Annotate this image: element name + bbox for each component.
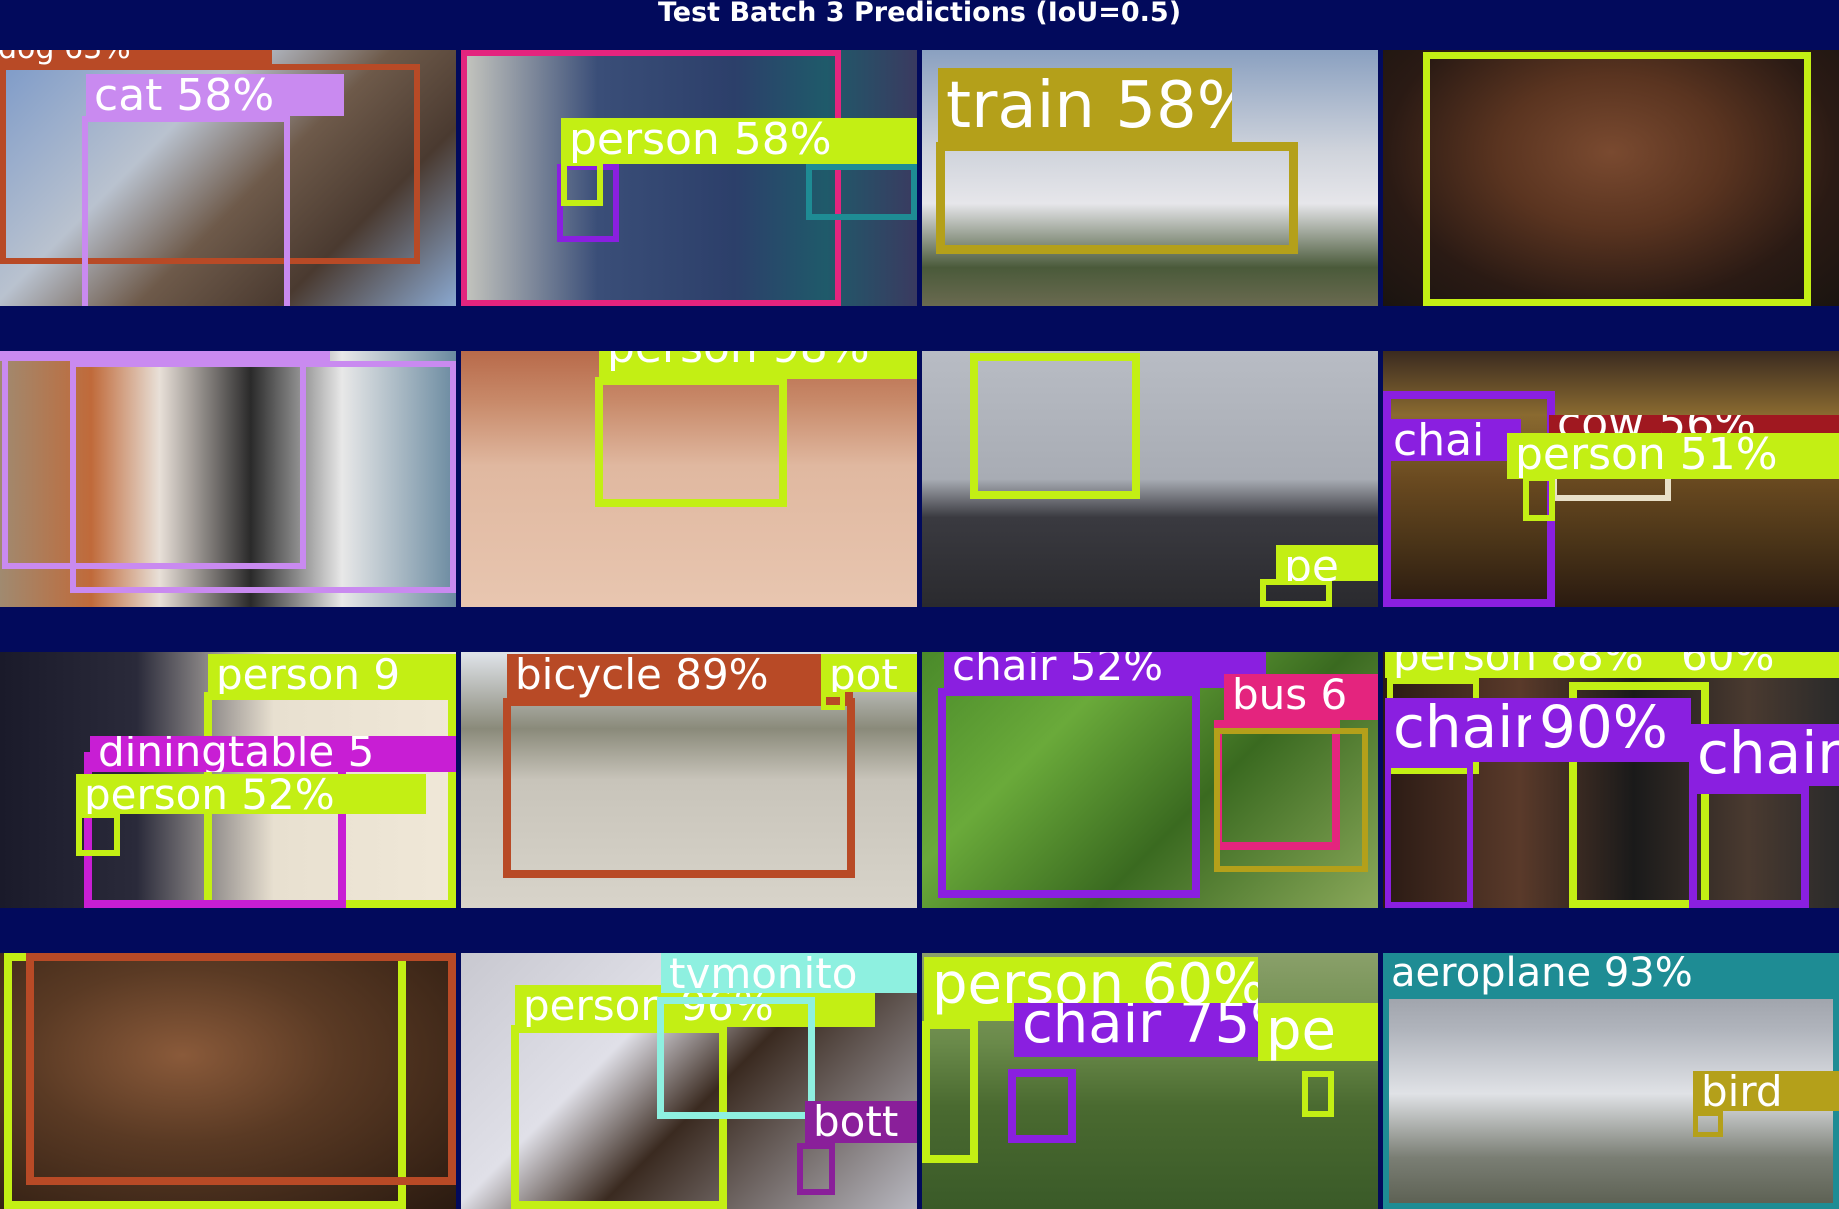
person-box-2 xyxy=(1302,1071,1334,1117)
person-box xyxy=(970,353,1140,499)
bird-label: bird xyxy=(1693,1071,1839,1111)
tile-2: person 58% xyxy=(461,50,917,306)
bicycle-box xyxy=(503,698,855,878)
tile-12: person 88% 60% chair 90% chair xyxy=(1383,652,1839,908)
chair-label-3: chair xyxy=(1689,724,1839,786)
pottedplant-label: pot xyxy=(821,654,917,692)
cat-box xyxy=(82,116,290,306)
person-label: person 51% xyxy=(1507,433,1839,479)
chair-box-2 xyxy=(1689,786,1809,908)
chair-label: chair 52% xyxy=(944,652,1266,688)
chair-label: chai xyxy=(1385,419,1521,461)
dog-label: dog 63% xyxy=(0,50,272,66)
figure-title: Test Batch 3 Predictions (IoU=0.5) xyxy=(657,0,1182,28)
person-label: pe xyxy=(1276,545,1378,581)
bicycle-label: bicycle 89% xyxy=(507,654,853,700)
diningtable-label: diningtable 5 xyxy=(90,736,456,772)
person-box-2 xyxy=(76,812,120,856)
pottedplant-box xyxy=(821,692,845,710)
person-box xyxy=(557,164,619,242)
tile-5 xyxy=(0,351,456,607)
person-box-2 xyxy=(26,953,456,1185)
person-box-2 xyxy=(1260,579,1332,607)
tile-16: aeroplane 93% bird xyxy=(1383,953,1839,1209)
person-box xyxy=(1423,52,1811,306)
tile-3: train 58% xyxy=(922,50,1378,306)
tile-6: person 98% xyxy=(461,351,917,607)
chair-box xyxy=(938,688,1200,898)
chair-box xyxy=(1008,1069,1076,1143)
chair-label-2: 90% xyxy=(1531,698,1691,762)
train-label: train 58% xyxy=(938,68,1232,144)
person-label: person 98% xyxy=(599,351,917,379)
tile-4 xyxy=(1383,50,1839,306)
tile-14: person 96% tvmonito bott xyxy=(461,953,917,1209)
person-label: person 60% xyxy=(924,957,1258,1021)
person-box-2 xyxy=(561,160,603,206)
bottle-box xyxy=(797,1143,835,1195)
bus-box-2 xyxy=(806,164,917,220)
train-box xyxy=(936,142,1298,254)
tile-10: bicycle 89% pot xyxy=(461,652,917,908)
cat-box-2 xyxy=(70,361,456,593)
person-box xyxy=(922,1021,978,1163)
person-label-2: 60% xyxy=(1673,652,1839,678)
bottle-label: bott xyxy=(805,1101,917,1143)
person-box xyxy=(595,377,787,507)
tile-11: chair 52% bus 6 xyxy=(922,652,1378,908)
person-label: person 88% xyxy=(1385,652,1685,678)
cat-label-strip xyxy=(0,351,330,361)
tvmonitor-box xyxy=(657,997,815,1119)
tile-7: pe xyxy=(922,351,1378,607)
chair-label: chair 75% xyxy=(1014,1003,1264,1057)
chair-label: chair xyxy=(1385,698,1535,762)
dog-box xyxy=(0,64,420,264)
tile-15: person 60% chair 75% pe xyxy=(922,953,1378,1209)
bus-box xyxy=(461,50,841,306)
aeroplane-label: aeroplane 93% xyxy=(1383,953,1839,995)
cat-label: cat 58% xyxy=(86,74,344,116)
tvmonitor-label: tvmonito xyxy=(661,953,917,993)
tile-8: chai cow 56% person 51% xyxy=(1383,351,1839,607)
person-label-2: person 52% xyxy=(76,774,426,814)
person-label: person 58% xyxy=(561,118,917,164)
chair-box xyxy=(1385,762,1473,908)
bird-box xyxy=(1693,1111,1723,1137)
person-label-2: pe xyxy=(1258,1003,1378,1061)
tile-9: person 9 diningtable 5 person 52% xyxy=(0,652,456,908)
tile-13 xyxy=(0,953,456,1209)
bus-label: bus 6 xyxy=(1224,674,1378,720)
bus-box-2 xyxy=(1214,728,1368,872)
person-box-2 xyxy=(1569,682,1709,908)
person-label: person 9 xyxy=(208,654,456,694)
person-box xyxy=(1523,475,1555,521)
tile-1: dog 63% cat 58% xyxy=(0,50,456,306)
